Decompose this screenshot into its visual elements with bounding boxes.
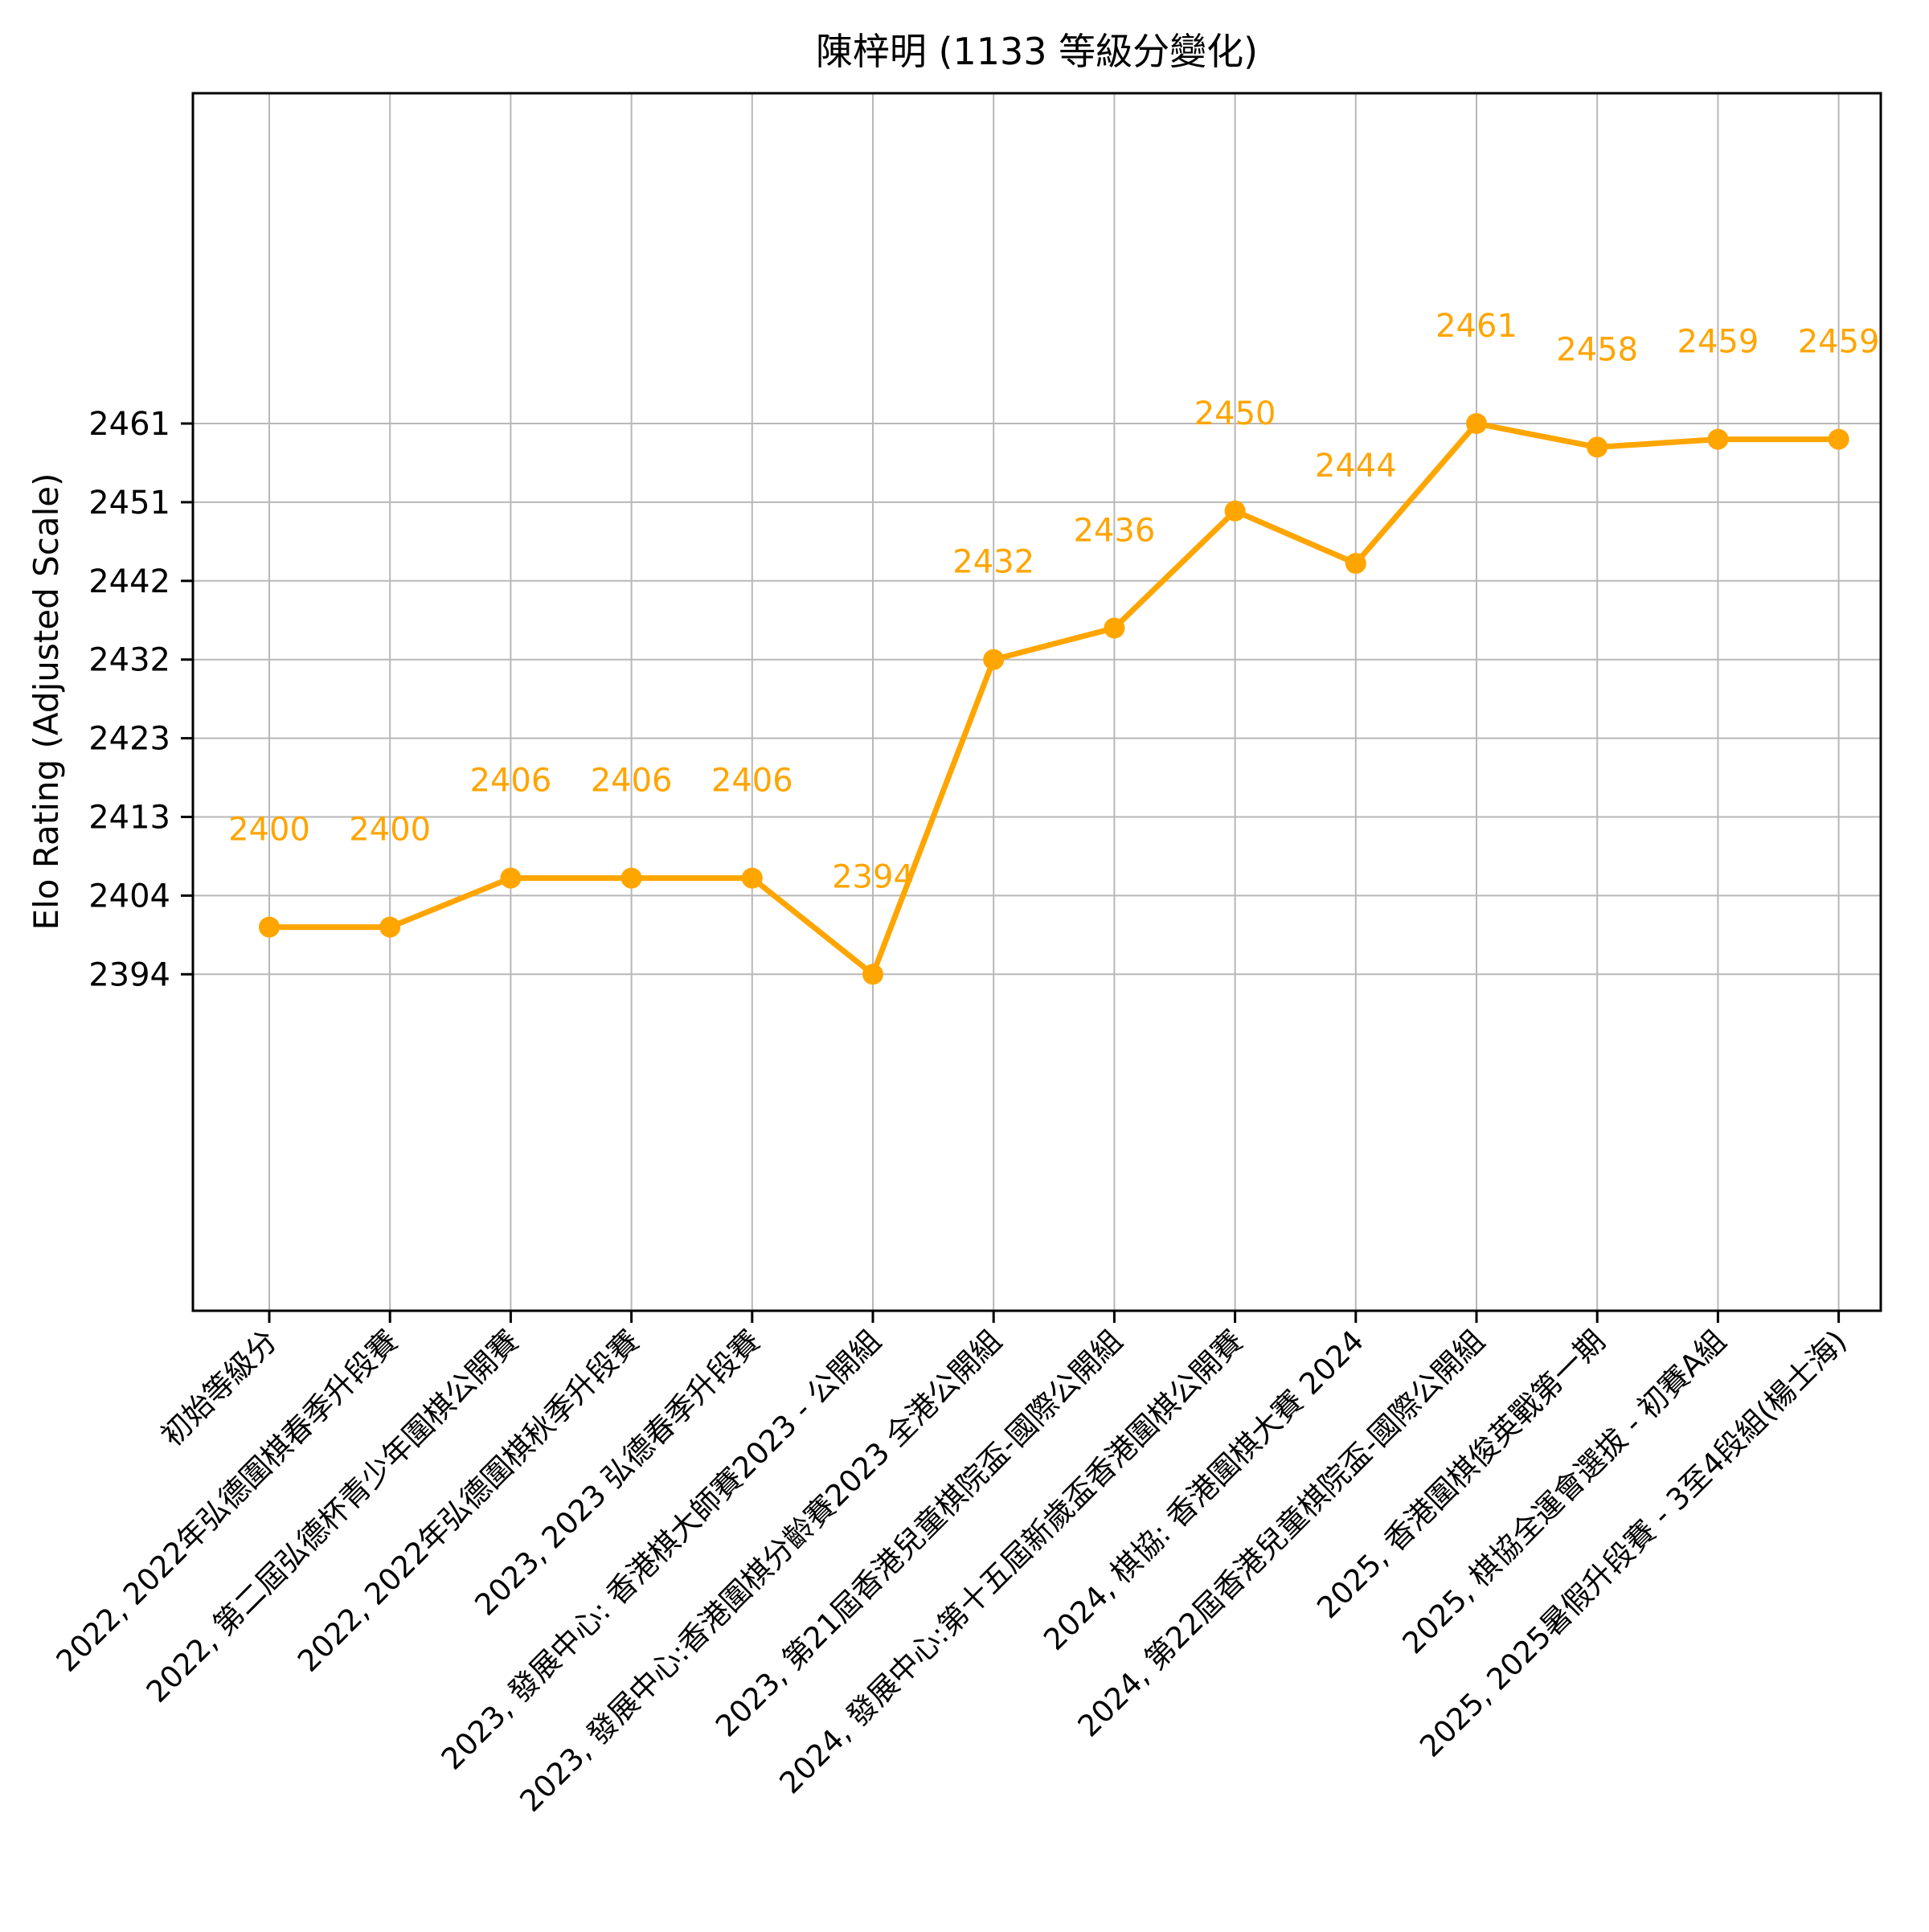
data-label: 2458 <box>1556 331 1638 368</box>
data-label: 2406 <box>711 763 793 800</box>
grid-layer <box>193 93 1881 1311</box>
data-label: 2400 <box>228 812 310 849</box>
data-label: 2406 <box>591 763 673 800</box>
x-tick-label: 2024, 第22屆香港兒童棋院盃-國際公開組 <box>1071 1324 1492 1744</box>
data-point <box>1224 500 1246 522</box>
data-label: 2400 <box>349 812 431 849</box>
series-line <box>266 420 1842 977</box>
data-point <box>1828 428 1849 450</box>
y-tick-label: 2404 <box>88 878 170 915</box>
data-point <box>500 867 522 889</box>
chart-title: 陳梓明 (1133 等級分變化) <box>816 30 1258 73</box>
y-tick-label: 2394 <box>88 956 170 993</box>
data-point <box>983 649 1005 670</box>
data-point <box>1587 436 1608 458</box>
data-point <box>741 867 763 889</box>
data-point <box>379 916 401 938</box>
y-tick-label: 2432 <box>88 642 170 679</box>
data-label: 2394 <box>832 858 914 895</box>
data-label: 2459 <box>1677 324 1759 361</box>
x-tick-label: 2023, 發展中心: 香港棋大師賽2023 - 公開組 <box>435 1324 888 1777</box>
point-label-layer: 2400 2400 2406 2406 2406 2394 2432 2436 2450 2444… <box>228 308 1879 895</box>
data-label: 2459 <box>1798 324 1880 361</box>
x-tick-label: 2023, 第21屆香港兒童棋院盃-國際公開組 <box>709 1324 1129 1744</box>
series-layer <box>259 413 1849 985</box>
y-tick-label: 2423 <box>88 721 170 758</box>
x-tick-label: 2024, 發展中心:第十五屆新歲盃香港圍棋公開賽 <box>773 1324 1250 1800</box>
y-tick-label: 2451 <box>88 485 170 522</box>
plot-frame-layer <box>191 92 1882 1312</box>
y-tick-label: 2413 <box>88 800 170 837</box>
data-label: 2461 <box>1435 308 1517 345</box>
data-point <box>259 916 280 938</box>
x-tick-label: 初始等級分 <box>154 1324 284 1453</box>
plot-frame <box>191 92 1882 1312</box>
y-tick-label: 2461 <box>88 406 170 443</box>
data-point <box>1104 617 1125 639</box>
data-point <box>1345 553 1366 574</box>
axis-tick-layer: 2461 2451 2442 2432 2423 2413 2404 2394 初始等級分 202… <box>50 406 1853 1819</box>
data-point <box>862 964 883 985</box>
y-axis-label: Elo Rating (Adjusted Scale) <box>27 473 66 931</box>
data-label: 2436 <box>1074 513 1156 550</box>
data-label: 2450 <box>1194 395 1276 432</box>
data-label: 2444 <box>1315 448 1397 485</box>
y-tick-label: 2442 <box>88 563 170 600</box>
data-label: 2432 <box>952 544 1034 581</box>
x-tick-label: 2025, 2025暑假升段賽 - 3至4段組(楊士海) <box>1413 1324 1853 1764</box>
data-label: 2406 <box>470 763 552 800</box>
data-point <box>1466 413 1487 434</box>
data-point <box>620 867 642 889</box>
data-point <box>1707 428 1729 450</box>
